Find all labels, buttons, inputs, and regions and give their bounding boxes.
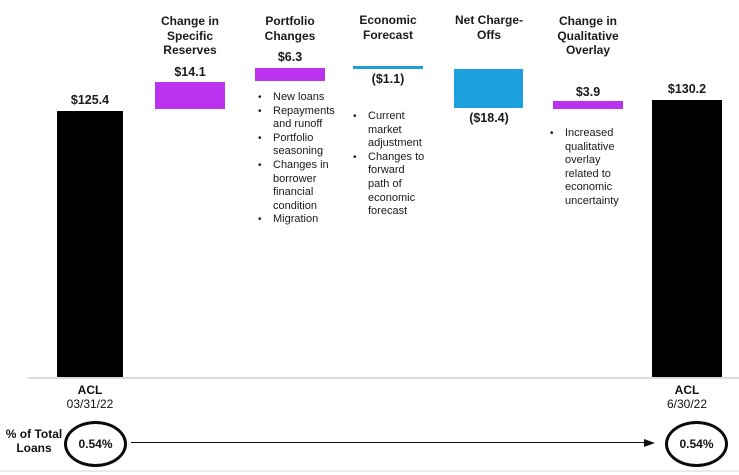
acl-end-axis-label: ACL 6/30/22 [647, 383, 727, 411]
bullet-icon: • [258, 159, 262, 171]
column-header-economic-forecast: Economic Forecast [359, 13, 417, 42]
value-label-portfolio-changes: $6.3 [277, 50, 303, 64]
acl-end-date: 6/30/22 [666, 396, 708, 411]
bar-change-in-specific-reserves [155, 82, 225, 109]
bar-acl-end [652, 100, 722, 378]
bullet-item: • Repayments and runoff [258, 104, 335, 131]
bullet-item: • Portfolio seasoning [258, 131, 324, 158]
pct-end-value: 0.54% [679, 437, 714, 451]
column-header-net-charge-offs: Net Charge-Offs [454, 13, 523, 42]
bar-economic-forecast [353, 66, 423, 69]
bullet-item: • New loans [258, 91, 325, 103]
bullet-icon: • [258, 214, 262, 226]
bar-change-in-qualitative-overlay [553, 101, 623, 109]
bullet-icon: • [258, 132, 262, 144]
value-label-acl-start: $125.4 [70, 93, 110, 107]
bullet-list-qualitative-overlay: • Increased qualitative overlay related t… [549, 127, 631, 209]
value-label-economic-forecast: ($1.1) [371, 72, 405, 86]
column-header-change-in-specific-reserves: Change in Specific Reserves [160, 14, 219, 57]
pct-circle-end: 0.54% [665, 421, 728, 467]
value-label-specific-reserves: $14.1 [174, 65, 206, 79]
bullet-icon: • [353, 111, 357, 122]
bar-portfolio-changes [255, 68, 325, 81]
bottom-divider [0, 470, 739, 472]
acl-start-label: ACL [77, 383, 103, 397]
column-header-portfolio-changes: Portfolio Changes [264, 14, 316, 43]
pct-start-value: 0.54% [78, 437, 113, 451]
bar-acl-start [57, 111, 123, 378]
acl-end-label: ACL [674, 383, 700, 397]
value-label-net-charge-offs: ($18.4) [469, 111, 509, 125]
bullet-list-portfolio-changes: • New loans • Repayments and runoff • Portf… [257, 91, 337, 227]
bullet-icon: • [258, 105, 262, 117]
bullet-icon: • [550, 128, 554, 139]
bullet-item: • Changes in borrower financial condition [258, 158, 329, 212]
pct-total-loans-label: % of Total Loans [5, 427, 63, 455]
value-label-qualitative-overlay: $3.9 [575, 85, 601, 99]
bullet-item: • Current market adjustment [353, 110, 422, 150]
bullet-item: • Increased qualitative overlay related t… [550, 127, 619, 207]
value-label-acl-end: $130.2 [667, 82, 707, 96]
bullet-icon: • [353, 151, 357, 163]
bar-net-charge-offs [454, 69, 523, 108]
acl-start-date: 03/31/22 [66, 396, 114, 411]
baseline-axis [28, 377, 739, 379]
pct-circle-start: 0.54% [64, 421, 127, 467]
column-header-change-in-qualitative-overlay: Change in Qualitative Overlay [557, 14, 619, 57]
bullet-item: • Migration [258, 213, 319, 226]
acl-start-axis-label: ACL 03/31/22 [50, 383, 130, 411]
bullet-icon: • [258, 92, 262, 103]
bullet-list-economic-forecast: • Current market adjustment • Changes to f… [352, 110, 429, 219]
trend-arrow-line [131, 442, 644, 443]
trend-arrow-head-icon [644, 439, 655, 447]
bullet-item: • Changes to forward path of economic for… [353, 150, 425, 218]
